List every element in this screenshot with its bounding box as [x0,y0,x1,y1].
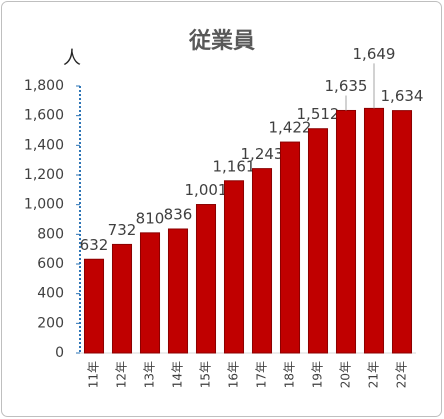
y-axis-label: 人 [63,48,81,69]
y-tick-label: 1,600 [24,108,64,124]
value-label: 836 [164,205,193,223]
bar [167,228,189,354]
value-label: 1,243 [241,145,284,163]
value-label: 732 [108,221,137,239]
value-label: 1,001 [185,181,228,199]
x-tick-label: 15年 [199,361,213,388]
x-tick-label: 16年 [227,361,241,388]
x-tick-label: 14年 [171,361,185,388]
y-tick-label: 1,800 [24,78,64,94]
bar [279,141,301,354]
x-tick-label: 19年 [311,361,325,388]
y-tick-label: 800 [37,226,64,242]
bar [223,180,245,354]
x-tick-label: 17年 [255,361,269,388]
x-tick-label: 21年 [367,361,381,388]
value-label: 1,635 [325,77,368,95]
x-tick-label: 11年 [87,361,101,388]
value-label: 632 [80,236,109,254]
x-tick-label: 22年 [395,361,409,388]
y-tick-label: 1,200 [24,167,64,183]
x-tick-label: 12年 [115,361,129,388]
chart-title: 従業員 [188,28,255,54]
bar [139,232,161,354]
value-label: 1,512 [297,105,340,123]
y-tick-label: 0 [55,345,64,361]
value-label: 810 [136,209,165,227]
bar [195,204,217,354]
x-tick-label: 13年 [143,361,157,388]
bar [391,110,413,354]
x-tick-label: 20年 [339,361,353,388]
bar [307,128,329,354]
value-label: 1,161 [213,157,256,175]
y-tick-label: 400 [37,286,64,302]
y-tick-label: 600 [37,256,64,272]
bar [111,243,133,354]
y-tick-label: 200 [37,315,64,331]
y-tick-label: 1,000 [24,197,64,213]
value-label: 1,634 [381,87,424,105]
bar [363,107,385,354]
bar [251,168,273,354]
bar [335,109,357,354]
y-tick-label: 1,400 [24,137,64,153]
x-tick-label: 18年 [283,361,297,388]
bar [83,258,105,354]
value-label: 1,422 [269,119,312,137]
value-label: 1,649 [353,45,396,63]
